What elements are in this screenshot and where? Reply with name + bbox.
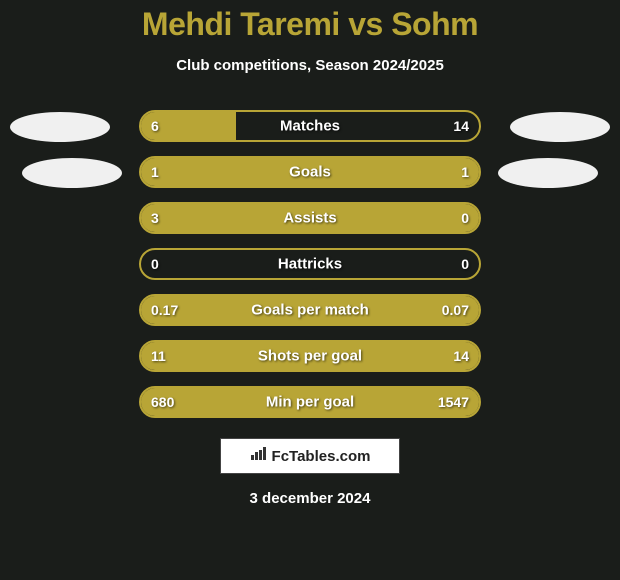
source-logo: FcTables.com — [220, 438, 400, 474]
stat-value-left: 0.17 — [151, 302, 178, 318]
stat-value-right: 0 — [461, 256, 469, 272]
stat-value-left: 6 — [151, 118, 159, 134]
player-left-badge-1 — [10, 112, 110, 142]
stat-value-left: 11 — [151, 348, 166, 364]
player-left-badge-2 — [22, 158, 122, 188]
stat-label: Goals — [289, 164, 331, 181]
stat-row: 0.17 0.07 Goals per match — [139, 294, 481, 326]
stat-value-left: 680 — [151, 394, 174, 410]
comparison-infographic: Mehdi Taremi vs Sohm Club competitions, … — [0, 0, 620, 580]
stat-value-right: 0 — [461, 210, 469, 226]
bar-fill-left — [141, 158, 310, 186]
stat-value-left: 3 — [151, 210, 159, 226]
subtitle: Club competitions, Season 2024/2025 — [176, 57, 444, 74]
bar-fill-right — [310, 158, 479, 186]
stat-value-right: 1547 — [438, 394, 469, 410]
stat-bars: 614Matches11Goals30Assists00Hattricks0.1… — [139, 110, 481, 418]
logo-text: FcTables.com — [272, 448, 371, 465]
stat-row: 6 14 Matches — [139, 110, 481, 142]
stat-value-right: 1 — [461, 164, 469, 180]
stat-label: Min per goal — [266, 394, 354, 411]
page-title: Mehdi Taremi vs Sohm — [142, 6, 478, 43]
stat-value-right: 14 — [453, 118, 469, 134]
stat-row: 680 1547 Min per goal — [139, 386, 481, 418]
stat-value-right: 0.07 — [442, 302, 469, 318]
stat-value-right: 14 — [453, 348, 469, 364]
stat-label: Shots per goal — [258, 348, 362, 365]
stat-row: 1 1 Goals — [139, 156, 481, 188]
stat-row: 3 0 Assists — [139, 202, 481, 234]
stat-value-left: 0 — [151, 256, 159, 272]
player-right-badge-2 — [498, 158, 598, 188]
stat-label: Goals per match — [251, 302, 369, 319]
stat-label: Assists — [283, 210, 336, 227]
stat-value-left: 1 — [151, 164, 159, 180]
date-label: 3 december 2024 — [250, 490, 371, 507]
stat-label: Matches — [280, 118, 340, 135]
stat-row: 0 0 Hattricks — [139, 248, 481, 280]
stat-label: Hattricks — [278, 256, 342, 273]
bar-fill-left — [141, 204, 405, 232]
chart-icon — [250, 447, 268, 466]
player-right-badge-1 — [510, 112, 610, 142]
stat-row: 11 14 Shots per goal — [139, 340, 481, 372]
comparison-area: 614Matches11Goals30Assists00Hattricks0.1… — [0, 110, 620, 418]
